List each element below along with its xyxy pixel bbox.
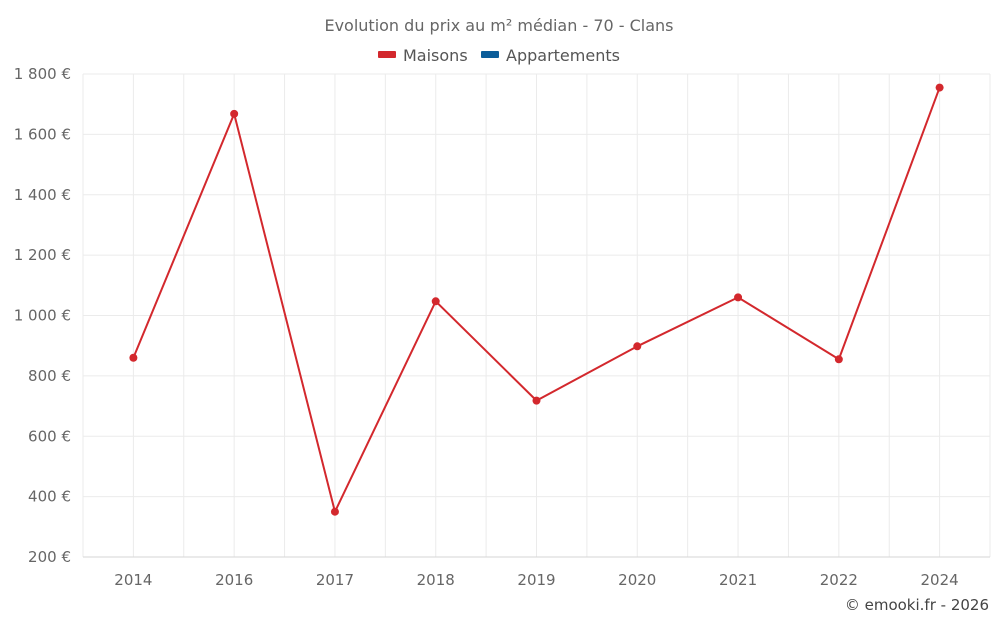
y-tick-label: 800 € bbox=[28, 367, 71, 385]
y-tick-label: 1 600 € bbox=[14, 125, 71, 143]
data-point-maisons-2022[interactable] bbox=[834, 355, 843, 364]
chart-title: Evolution du prix au m² médian - 70 - Cl… bbox=[324, 16, 673, 35]
x-axis: 2014 2016 2017 2018 2019 2020 2021 2022 2024 bbox=[114, 571, 958, 589]
data-point-maisons-2019[interactable] bbox=[532, 396, 541, 405]
x-tick-label: 2016 bbox=[215, 571, 253, 589]
y-axis: 200 € 400 € 600 € 800 € 1 000 € 1 200 € 1 400 … bbox=[14, 65, 71, 566]
series-maisons bbox=[129, 83, 944, 516]
data-point-maisons-2016[interactable] bbox=[230, 109, 239, 118]
x-tick-label: 2017 bbox=[316, 571, 354, 589]
x-tick-label: 2024 bbox=[921, 571, 959, 589]
y-tick-label: 400 € bbox=[28, 488, 71, 506]
x-tick-label: 2020 bbox=[618, 571, 656, 589]
y-tick-label: 1 000 € bbox=[14, 307, 71, 325]
data-point-maisons-2020[interactable] bbox=[633, 342, 642, 351]
data-point-maisons-2018[interactable] bbox=[431, 297, 440, 306]
grid bbox=[82, 73, 991, 557]
data-point-maisons-2021[interactable] bbox=[734, 293, 743, 302]
legend-swatch-maisons bbox=[378, 51, 396, 58]
x-tick-label: 2022 bbox=[820, 571, 858, 589]
legend-swatch-appartements bbox=[481, 51, 499, 58]
legend-label-maisons: Maisons bbox=[403, 46, 468, 65]
y-tick-label: 1 400 € bbox=[14, 186, 71, 204]
legend-item-maisons[interactable]: Maisons bbox=[378, 46, 468, 65]
legend-label-appartements: Appartements bbox=[506, 46, 620, 65]
data-point-maisons-2014[interactable] bbox=[129, 353, 138, 362]
y-tick-label: 600 € bbox=[28, 427, 71, 445]
data-point-maisons-2024[interactable] bbox=[935, 83, 944, 92]
y-tick-label: 200 € bbox=[28, 548, 71, 566]
y-tick-label: 1 800 € bbox=[14, 65, 71, 83]
x-tick-label: 2019 bbox=[517, 571, 555, 589]
credit-text: © emooki.fr - 2026 bbox=[845, 596, 989, 614]
x-tick-label: 2018 bbox=[417, 571, 455, 589]
legend: Maisons Appartements bbox=[378, 46, 620, 65]
x-tick-label: 2021 bbox=[719, 571, 757, 589]
data-point-maisons-2017[interactable] bbox=[330, 507, 339, 516]
y-tick-label: 1 200 € bbox=[14, 246, 71, 264]
legend-item-appartements[interactable]: Appartements bbox=[481, 46, 620, 65]
x-tick-label: 2014 bbox=[114, 571, 152, 589]
